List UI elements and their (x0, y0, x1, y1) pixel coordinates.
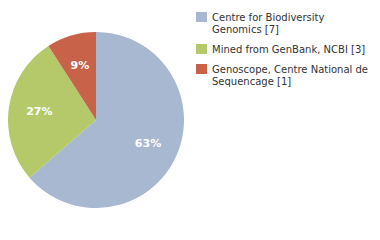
legend-label: Mined from GenBank, NCBI [3] (212, 44, 365, 55)
legend: Centre for BiodiversityGenomics [7] Mined… (196, 12, 368, 87)
data-labels: 63% 27% 9% (26, 59, 161, 151)
data-label: 63% (135, 137, 161, 150)
pie (8, 32, 184, 208)
legend-swatch (196, 12, 207, 22)
slice (48, 32, 96, 120)
legend-swatch (196, 44, 207, 54)
chart: 63% 27% 9% Centre for BiodiversityGenomics … (0, 0, 380, 240)
data-label: 27% (26, 105, 52, 118)
legend-label: Centre for BiodiversityGenomics [7] (212, 12, 325, 35)
legend-swatch (196, 64, 207, 74)
legend-label: Genoscope, Centre National deSequencage … (212, 64, 368, 87)
data-label: 9% (71, 59, 90, 72)
slice (8, 46, 96, 178)
